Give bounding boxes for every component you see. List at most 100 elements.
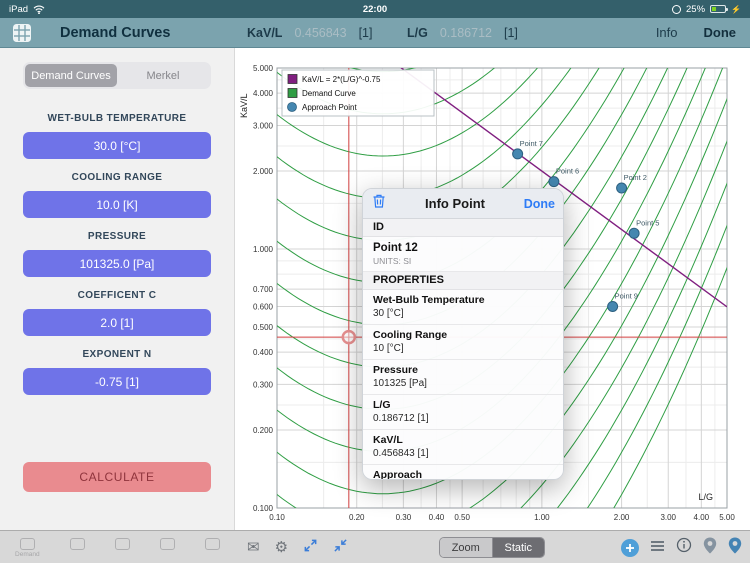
wet-bulb-temperature-label: WET-BULB TEMPERATURE <box>47 113 187 124</box>
svg-text:KaV/L = 2*(L/G)^-0.75: KaV/L = 2*(L/G)^-0.75 <box>302 75 381 84</box>
calculate-button[interactable]: CALCULATE <box>23 462 211 492</box>
demand-curve <box>277 68 539 157</box>
coefficient-c-field[interactable]: 2.0 [1] <box>23 309 211 336</box>
done-button[interactable]: Done <box>703 25 737 40</box>
approach-point <box>512 148 524 160</box>
property-row: Pressure 101325 [Pa] <box>363 360 563 395</box>
svg-text:Point 5: Point 5 <box>636 218 659 227</box>
svg-text:2.00: 2.00 <box>614 513 630 522</box>
demand-curve <box>277 98 727 508</box>
expand-icon[interactable] <box>303 538 318 558</box>
info-button[interactable]: Info <box>655 25 678 40</box>
svg-text:3.00: 3.00 <box>660 513 676 522</box>
tab-icon <box>19 537 35 550</box>
approach-point <box>548 176 560 188</box>
device-label: iPad <box>9 3 29 15</box>
chart-legend <box>281 69 435 117</box>
popover-done-button[interactable]: Done <box>517 197 555 211</box>
mode-segmented-control: Zoom Static <box>439 537 545 558</box>
plus-icon <box>626 543 634 552</box>
charging-bolt-icon: ⚡ <box>731 4 741 14</box>
status-bar: iPad 22:00 25% ⚡ <box>0 0 750 18</box>
x-axis-label: L/G <box>698 492 713 502</box>
svg-text:1.00: 1.00 <box>534 513 550 522</box>
svg-text:3.000: 3.000 <box>253 121 274 130</box>
settings-gear-icon[interactable]: ⚙ <box>274 539 289 556</box>
svg-text:5.000: 5.000 <box>253 64 274 73</box>
svg-text:0.10: 0.10 <box>269 513 285 522</box>
collapse-icon[interactable] <box>333 538 348 558</box>
disabled-tab[interactable] <box>204 537 220 558</box>
mail-icon[interactable]: ✉ <box>247 539 260 556</box>
nav-bar: Demand Curves KaV/L 0.456843 [1] L/G 0.1… <box>0 18 750 48</box>
selected-point-marker <box>341 329 357 345</box>
svg-text:0.700: 0.700 <box>253 285 274 294</box>
demand-curve <box>586 224 727 508</box>
property-row: KaV/L 0.456843 [1] <box>363 430 563 465</box>
svg-text:0.100: 0.100 <box>253 504 274 513</box>
svg-text:0.500: 0.500 <box>253 323 274 332</box>
disabled-tab[interactable] <box>114 537 130 558</box>
svg-text:Point 2: Point 2 <box>624 173 647 182</box>
trash-icon[interactable] <box>371 193 393 214</box>
exponent-n-field[interactable]: -0.75 [1] <box>23 368 211 395</box>
battery-icon <box>710 5 729 13</box>
chart-area: KaV/L = 2*(L/G)^-0.75 Demand Curve Approac… <box>235 48 750 530</box>
add-point-button[interactable] <box>621 538 639 557</box>
sidebar: Demand Curves Merkel WET-BULB TEMPERATUR… <box>0 48 235 530</box>
svg-text:Point 9: Point 9 <box>615 291 638 300</box>
disabled-tab-demand[interactable]: Demand <box>15 537 40 558</box>
info-icon[interactable] <box>676 537 692 558</box>
svg-text:2.000: 2.000 <box>253 167 274 176</box>
svg-text:0.200: 0.200 <box>253 426 274 435</box>
kavl-characteristic-line <box>400 68 727 308</box>
svg-text:Point 6: Point 6 <box>556 167 579 176</box>
svg-text:Point 7: Point 7 <box>520 139 543 148</box>
section-header-id: ID <box>363 219 563 237</box>
demand-chart[interactable]: KaV/L = 2*(L/G)^-0.75 Demand Curve Approac… <box>235 48 750 530</box>
segment-demand-curves[interactable]: Demand Curves <box>25 64 117 87</box>
svg-text:4.00: 4.00 <box>694 513 710 522</box>
coefficient-c-label: COEFFICENT C <box>77 290 157 301</box>
wet-bulb-temperature-field[interactable]: 30.0 [°C] <box>23 132 211 159</box>
disabled-tab[interactable] <box>69 537 85 558</box>
svg-text:0.300: 0.300 <box>253 380 274 389</box>
svg-text:0.400: 0.400 <box>253 348 274 357</box>
svg-text:Approach Point: Approach Point <box>302 103 357 112</box>
svg-text:0.30: 0.30 <box>396 513 412 522</box>
grid-menu-icon[interactable] <box>12 23 32 43</box>
demand-curve <box>556 182 727 508</box>
svg-text:0.20: 0.20 <box>349 513 365 522</box>
map-pin-icon[interactable] <box>703 537 717 559</box>
svg-text:5.00: 5.00 <box>719 513 735 522</box>
point-units: UNITS: SI <box>373 256 412 266</box>
point-id-row: Point 12 UNITS: SI <box>363 237 563 272</box>
info-point-popover: Info Point Done ID Point 12 UNITS: SI PR… <box>362 188 564 480</box>
cooling-range-field[interactable]: 10.0 [K] <box>23 191 211 218</box>
property-row: Approach 8.707068 [°C] <box>363 465 563 479</box>
demand-curve <box>613 266 727 508</box>
mode-static[interactable]: Static <box>491 538 544 557</box>
cooling-range-label: COOLING RANGE <box>71 172 163 183</box>
exponent-n-label: EXPONENT N <box>82 349 152 360</box>
property-row: L/G 0.186712 [1] <box>363 395 563 430</box>
segment-merkel[interactable]: Merkel <box>146 69 180 82</box>
bottom-toolbar: Demand ✉ ⚙ Zoom <box>0 530 750 563</box>
svg-text:Demand Curve: Demand Curve <box>302 89 356 98</box>
demand-curve <box>520 140 727 508</box>
svg-text:1.000: 1.000 <box>253 245 274 254</box>
disabled-tab[interactable] <box>159 537 175 558</box>
battery-percent: 25% <box>686 3 706 15</box>
svg-text:0.50: 0.50 <box>454 513 470 522</box>
svg-text:4.000: 4.000 <box>253 89 274 98</box>
map-pin-selected-icon[interactable] <box>728 537 742 559</box>
rotation-lock-icon <box>672 4 682 14</box>
list-icon[interactable] <box>650 539 665 557</box>
pressure-field[interactable]: 101325.0 [Pa] <box>23 250 211 277</box>
clock: 22:00 <box>362 3 388 15</box>
point-id: Point 12 <box>373 242 418 254</box>
nav-metrics: KaV/L 0.456843 [1] L/G 0.186712 [1] <box>247 26 567 40</box>
mode-zoom[interactable]: Zoom <box>440 538 492 557</box>
section-header-properties: PROPERTIES <box>363 272 563 290</box>
